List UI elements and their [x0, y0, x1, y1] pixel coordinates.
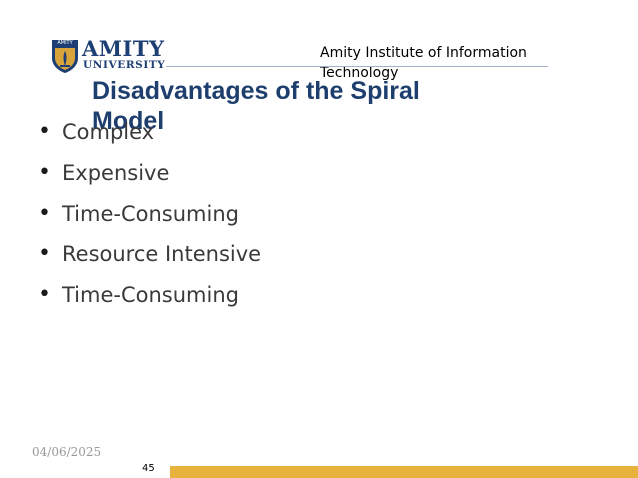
- institute-name: Amity Institute of Information Technolog…: [320, 45, 527, 81]
- bullet-text: Resource Intensive: [62, 242, 262, 267]
- bullet-icon: •: [38, 119, 51, 144]
- logo-sub-text: UNIVERSITY: [83, 59, 166, 71]
- bullet-icon: •: [38, 241, 51, 267]
- bullet-text: Expensive: [62, 160, 170, 185]
- slide-title: Disadvantages of the Spiral Model: [92, 77, 420, 135]
- amity-shield-icon: [52, 40, 78, 73]
- footer-bar: [170, 466, 638, 478]
- bullet-text: Complex: [62, 120, 155, 144]
- bullet-text: Time-Consuming: [62, 201, 239, 226]
- bullet-text: Time-Consuming: [62, 283, 239, 308]
- logo-main-text: AMITY: [82, 36, 165, 61]
- slide-date: 04/06/2025: [32, 445, 102, 459]
- bullet-icon: •: [38, 200, 51, 226]
- bullet-icon: •: [38, 282, 51, 308]
- bullet-icon: •: [38, 159, 51, 185]
- logo-shield-label: AMITY: [57, 40, 73, 46]
- page-number: 45: [142, 463, 155, 474]
- header-divider: [166, 66, 548, 67]
- amity-logo: AMITY AMITY UNIVERSITY: [50, 36, 166, 76]
